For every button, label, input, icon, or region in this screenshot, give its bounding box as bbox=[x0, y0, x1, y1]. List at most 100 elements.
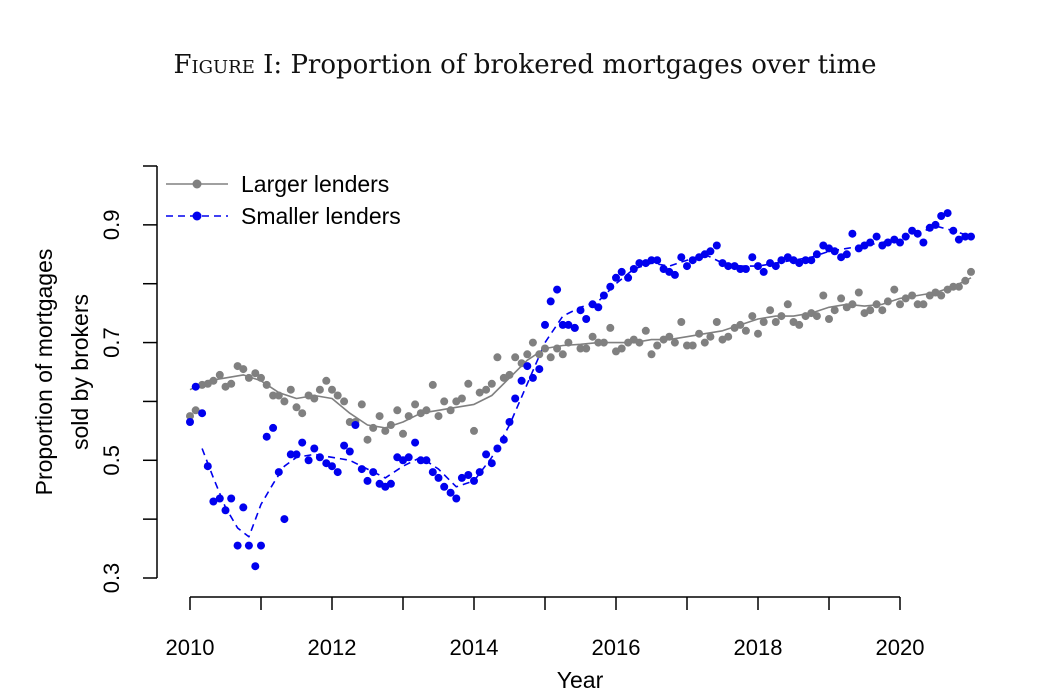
data-point-smaller bbox=[499, 435, 508, 444]
data-point-larger bbox=[641, 326, 650, 335]
legend-label-larger: Larger lenders bbox=[241, 171, 389, 197]
data-point-larger bbox=[363, 435, 372, 444]
data-point-smaller bbox=[913, 229, 922, 238]
data-point-larger bbox=[215, 370, 224, 379]
data-point-smaller bbox=[203, 462, 212, 471]
data-point-smaller bbox=[949, 226, 958, 235]
data-point-larger bbox=[706, 332, 715, 341]
data-point-larger bbox=[736, 320, 745, 329]
data-point-smaller bbox=[866, 238, 875, 247]
data-point-smaller bbox=[582, 315, 591, 323]
data-point-smaller bbox=[333, 468, 342, 477]
data-point-larger bbox=[961, 276, 970, 285]
data-point-larger bbox=[848, 300, 857, 309]
data-point-smaller bbox=[269, 423, 278, 432]
data-point-larger bbox=[837, 294, 846, 303]
data-point-larger bbox=[777, 312, 786, 321]
data-point-larger bbox=[422, 406, 431, 415]
data-point-smaller bbox=[624, 273, 633, 282]
data-point-smaller bbox=[186, 418, 194, 426]
data-point-larger bbox=[298, 409, 307, 418]
data-point-smaller bbox=[830, 247, 839, 256]
data-point-smaller bbox=[919, 238, 928, 247]
data-point-smaller bbox=[209, 497, 218, 506]
data-point-larger bbox=[901, 294, 910, 303]
data-point-smaller bbox=[244, 541, 253, 550]
data-point-smaller bbox=[239, 503, 248, 512]
data-point-smaller bbox=[546, 297, 555, 306]
data-point-larger bbox=[546, 353, 555, 362]
data-point-smaller bbox=[315, 453, 324, 462]
data-point-larger bbox=[695, 329, 704, 338]
data-point-smaller bbox=[191, 382, 200, 391]
data-point-smaller bbox=[901, 232, 910, 241]
data-point-smaller bbox=[470, 476, 478, 485]
data-point-smaller bbox=[883, 238, 892, 247]
data-point-smaller bbox=[594, 303, 603, 312]
chart-legend: Larger lenders Smaller lenders bbox=[166, 171, 401, 229]
data-point-larger bbox=[404, 412, 413, 421]
data-point-smaller bbox=[535, 365, 544, 374]
data-point-larger bbox=[783, 300, 792, 309]
data-point-smaller bbox=[553, 285, 562, 294]
data-point-smaller bbox=[221, 506, 230, 515]
data-point-larger bbox=[274, 391, 283, 400]
data-point-larger bbox=[535, 350, 544, 359]
data-point-larger bbox=[878, 306, 887, 315]
data-point-larger bbox=[896, 300, 904, 309]
data-point-larger bbox=[919, 300, 928, 309]
data-point-larger bbox=[564, 338, 573, 347]
data-point-smaller bbox=[528, 373, 537, 382]
data-point-smaller bbox=[724, 262, 733, 271]
data-point-larger bbox=[683, 341, 691, 350]
data-point-smaller bbox=[357, 465, 366, 474]
data-point-larger bbox=[186, 412, 194, 421]
data-point-smaller bbox=[647, 256, 656, 265]
data-point-larger bbox=[239, 365, 248, 374]
y-tick-label: 0.7 bbox=[99, 327, 124, 358]
data-point-smaller bbox=[411, 438, 420, 447]
data-point-smaller bbox=[748, 253, 757, 262]
data-point-smaller bbox=[541, 320, 549, 329]
data-point-smaller bbox=[570, 323, 579, 332]
figure-label: Figure I: bbox=[173, 50, 283, 80]
data-point-larger bbox=[528, 338, 537, 347]
x-tick-label: 2012 bbox=[308, 635, 357, 660]
data-point-smaller bbox=[475, 468, 484, 477]
data-point-smaller bbox=[670, 270, 679, 279]
data-point-larger bbox=[670, 338, 679, 347]
data-point-larger bbox=[191, 406, 200, 415]
x-tick-label: 2016 bbox=[592, 635, 641, 660]
chart-axes: 0.3 0.5 0.7 0.9 2010 2012 2014 2016 2018 2020 bbox=[99, 165, 925, 660]
data-point-smaller bbox=[262, 432, 271, 441]
data-point-smaller bbox=[712, 241, 721, 250]
x-tick-label: 2018 bbox=[734, 635, 783, 660]
data-points bbox=[186, 209, 975, 571]
data-point-larger bbox=[322, 376, 331, 385]
data-point-smaller bbox=[931, 220, 940, 229]
data-point-smaller bbox=[523, 362, 532, 371]
data-point-smaller bbox=[292, 450, 301, 459]
data-point-larger bbox=[700, 338, 709, 347]
data-point-smaller bbox=[493, 444, 502, 453]
data-point-larger bbox=[227, 379, 236, 388]
data-point-larger bbox=[854, 288, 863, 297]
data-point-smaller bbox=[286, 450, 295, 459]
data-point-larger bbox=[446, 406, 455, 415]
data-point-larger bbox=[741, 326, 750, 335]
data-point-smaller bbox=[428, 468, 437, 477]
data-point-larger bbox=[511, 353, 520, 362]
data-point-smaller bbox=[801, 256, 810, 265]
data-point-larger bbox=[594, 338, 603, 347]
data-point-larger bbox=[505, 370, 514, 379]
data-point-larger bbox=[357, 400, 366, 409]
data-point-smaller bbox=[848, 229, 857, 238]
data-point-smaller bbox=[482, 450, 491, 459]
data-point-larger bbox=[688, 341, 697, 350]
data-point-smaller bbox=[304, 456, 313, 465]
data-point-larger bbox=[328, 385, 336, 394]
data-point-smaller bbox=[677, 253, 686, 262]
data-point-larger bbox=[340, 397, 349, 406]
x-tick-label: 2020 bbox=[876, 635, 925, 660]
